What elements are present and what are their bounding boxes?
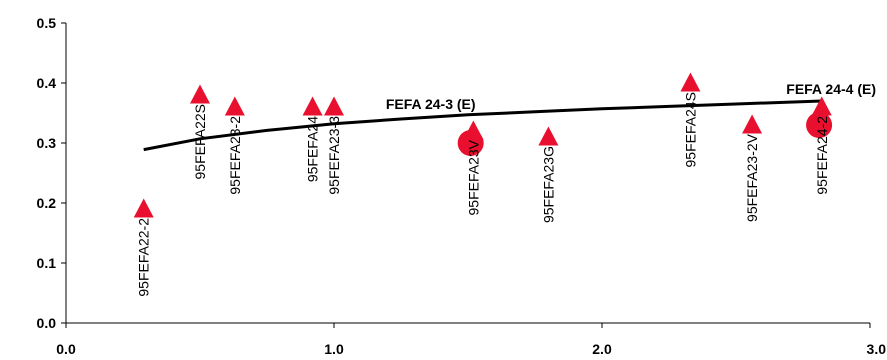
marker-layer <box>133 72 833 218</box>
trend-curve-layer <box>143 99 822 152</box>
point-label: 95FEFA24 <box>305 116 321 182</box>
x-tick-label: 1.0 <box>324 341 344 357</box>
circle-marker <box>457 130 484 156</box>
triangle-marker <box>811 96 832 116</box>
x-tick-label: 3.0 <box>867 341 887 357</box>
point-label: 95FEFA24S <box>682 92 698 168</box>
trend-curve <box>143 99 822 152</box>
triangle-marker <box>324 96 344 116</box>
y-tick-label: 0.2 <box>37 195 57 211</box>
point-label: 95FEFA24-2 <box>814 116 830 195</box>
x-tick-label: 2.0 <box>592 341 612 357</box>
circle-marker <box>806 112 833 138</box>
y-tick-label: 0.4 <box>37 75 57 91</box>
triangle-marker <box>224 96 245 116</box>
triangle-marker <box>133 198 154 218</box>
annotation-label: FEFA 24-3 (E) <box>386 96 476 112</box>
y-tick-label: 0.5 <box>37 15 57 31</box>
x-tick-label: 0.0 <box>56 341 76 357</box>
annotation-label: FEFA 24-4 (E) <box>786 81 876 97</box>
point-label: 95FEFA22S <box>192 104 208 180</box>
triangle-marker <box>680 72 701 92</box>
triangle-marker <box>190 84 210 104</box>
point-label: 95FEFA23-3 <box>326 116 342 195</box>
y-tick-label: 0.3 <box>37 135 57 151</box>
y-tick-label: 0.1 <box>37 255 57 271</box>
point-label: 95FEFA23-2 <box>227 116 243 195</box>
point-label: 95FEFA22-2 <box>136 218 152 297</box>
triangle-marker <box>302 96 323 116</box>
y-tick-label: 0.0 <box>37 315 57 331</box>
point-label: 95FEFA23-2V <box>744 133 760 222</box>
label-layer: 95FEFA22-2 95FEFA22S 95FEFA23-2 95FEFA24 95F… <box>136 81 876 297</box>
axes: 0.0 0.1 0.2 0.3 0.4 0.5 0.0 1.0 2.0 3.0 <box>37 15 887 357</box>
point-label: 95FEFA23G <box>540 146 556 223</box>
triangle-marker <box>538 126 559 146</box>
triangle-marker <box>742 114 763 134</box>
point-label: 95FEFA23V <box>465 139 481 215</box>
